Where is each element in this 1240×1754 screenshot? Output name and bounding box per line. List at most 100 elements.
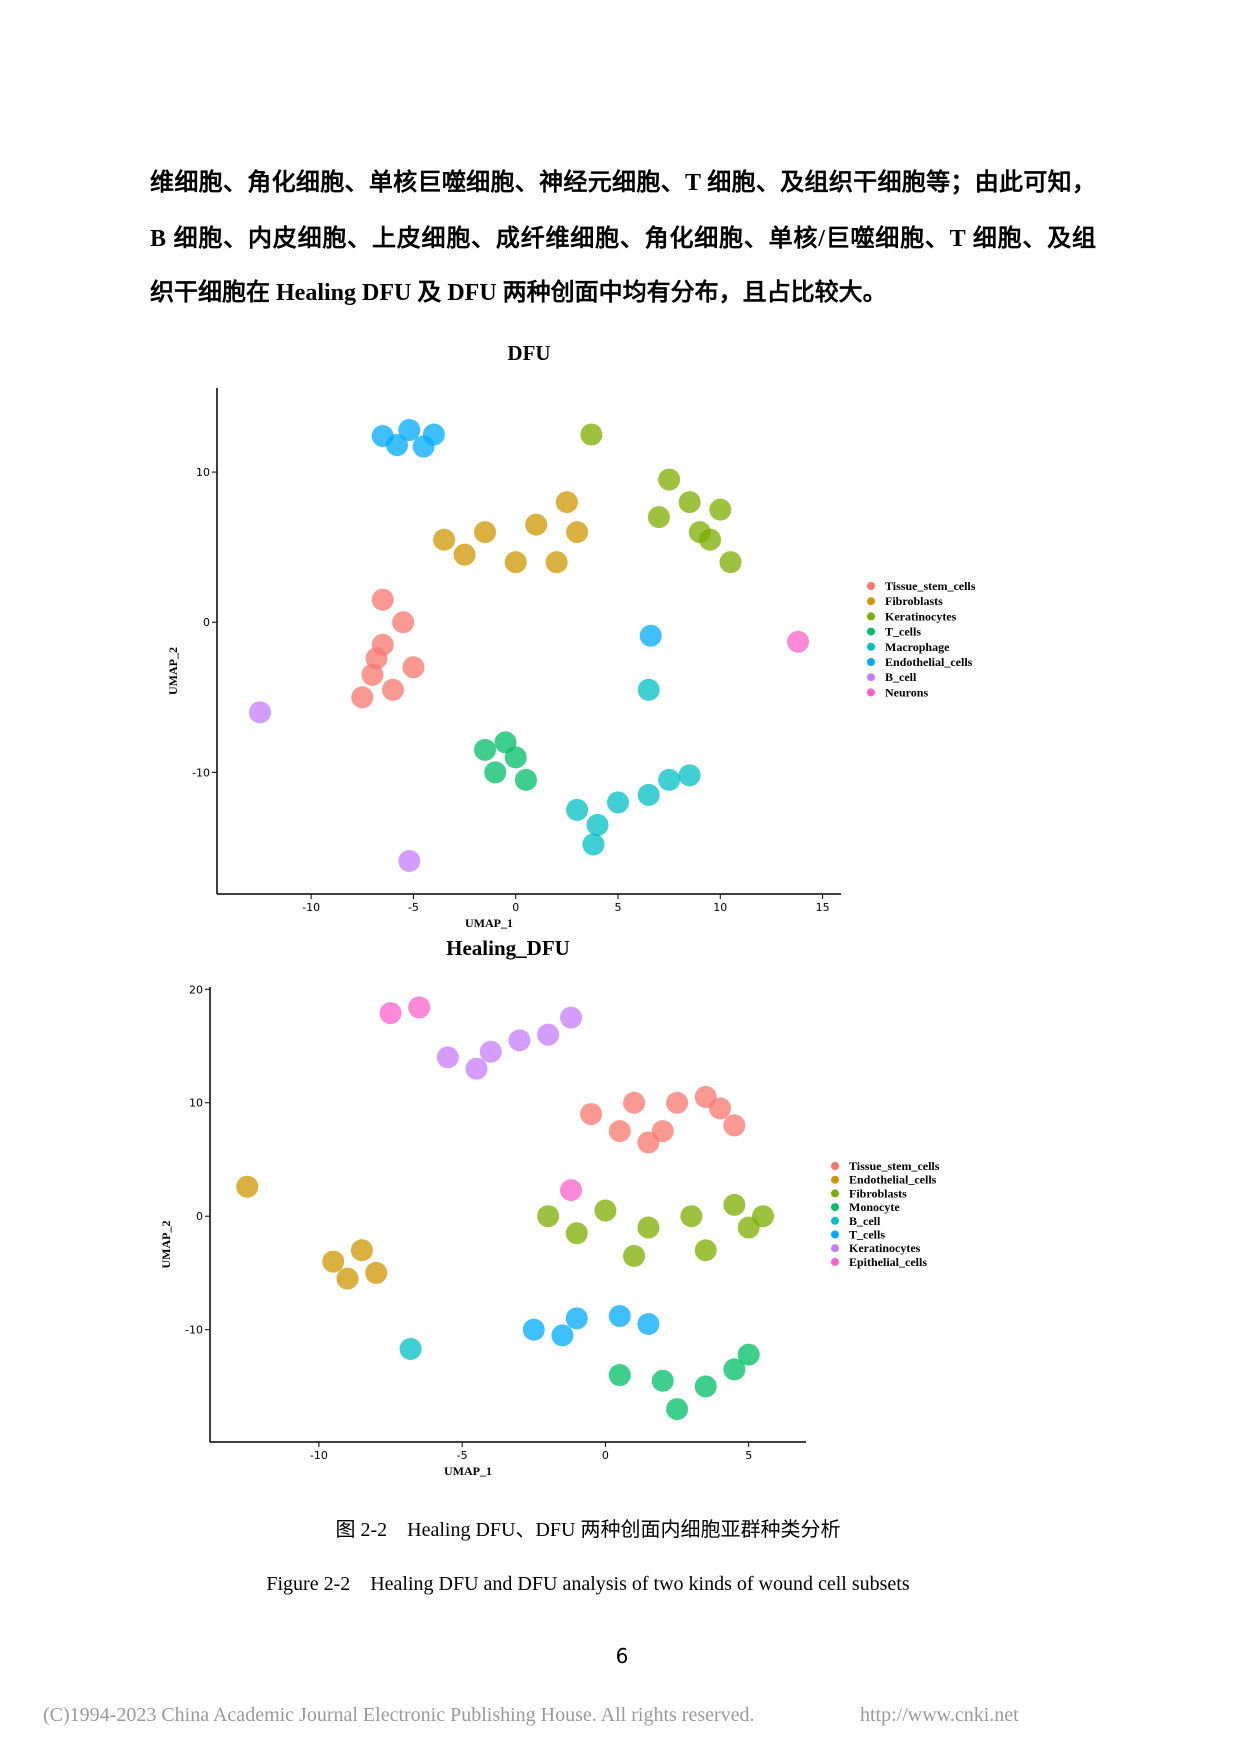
cell-cluster-point	[586, 813, 609, 836]
cell-cluster-point	[465, 1057, 488, 1080]
cell-cluster-point	[608, 1120, 631, 1143]
legend-label: Endothelial_cells	[885, 655, 973, 669]
x-tick-label: -10	[310, 1449, 328, 1462]
cell-cluster-point	[565, 1222, 588, 1245]
cell-cluster-point	[494, 731, 517, 754]
paragraph-line: 维细胞、角化细胞、单核巨噬细胞、神经元细胞、T 细胞、及组织干细胞等；由此可知，	[150, 168, 1096, 196]
cell-cluster-point	[399, 1337, 422, 1360]
legend-label: Keratinocytes	[885, 609, 957, 623]
cell-cluster-point	[678, 764, 701, 787]
cell-cluster-point	[637, 783, 660, 806]
chart-title: Healing_DFU	[446, 936, 570, 960]
y-axis-label: UMAP_2	[166, 647, 180, 695]
cell-cluster-point	[453, 543, 476, 566]
x-axis-label: UMAP_1	[465, 916, 513, 930]
y-tick-label: -10	[192, 766, 210, 779]
cell-cluster-point	[608, 1305, 631, 1328]
cell-cluster-point	[694, 1375, 717, 1398]
cell-cluster-point	[606, 791, 629, 814]
cell-cluster-point	[398, 419, 421, 442]
cell-cluster-point	[248, 701, 271, 724]
cell-cluster-point	[484, 761, 507, 784]
legend-swatch	[867, 673, 875, 682]
cell-cluster-point	[537, 1205, 560, 1228]
cell-cluster-point	[402, 656, 425, 679]
legend-label: T_cells	[849, 1228, 885, 1242]
cell-cluster-point	[594, 1199, 617, 1222]
x-tick-label: -5	[408, 901, 419, 914]
cell-cluster-point	[560, 1179, 583, 1202]
cell-cluster-point	[699, 528, 722, 551]
legend-swatch	[831, 1257, 839, 1266]
legend-label: Tissue_stem_cells	[885, 579, 976, 593]
cell-cluster-point	[381, 678, 404, 701]
cell-cluster-point	[666, 1398, 689, 1421]
cell-cluster-point	[647, 506, 670, 529]
cell-cluster-point	[723, 1114, 746, 1137]
cell-cluster-point	[555, 491, 578, 514]
legend-label: Endothelial_cells	[849, 1173, 937, 1187]
legend-label: Monocyte	[849, 1200, 900, 1214]
cell-cluster-point	[474, 521, 497, 544]
x-tick-label: 5	[614, 901, 621, 914]
paragraph-line: 织干细胞在 Healing DFU 及 DFU 两种创面中均有分布，且占比较大。	[150, 278, 887, 306]
cell-cluster-point	[551, 1324, 574, 1347]
legend-label: B_cell	[849, 1214, 881, 1228]
legend-swatch	[867, 642, 875, 651]
cell-cluster-point	[637, 678, 660, 701]
cell-cluster-point	[236, 1175, 259, 1198]
cell-cluster-point	[565, 1307, 588, 1330]
legend-swatch	[867, 582, 875, 590]
cell-cluster-point	[436, 1046, 459, 1069]
legend-swatch	[831, 1216, 839, 1225]
legend-label: Macrophage	[885, 640, 950, 654]
cell-cluster-point	[723, 1358, 746, 1381]
legend-swatch	[867, 597, 875, 606]
legend-label: Epithelial_cells	[849, 1255, 927, 1269]
cell-cluster-point	[694, 1086, 717, 1109]
cell-cluster-point	[580, 423, 603, 446]
legend-swatch	[867, 658, 875, 666]
cell-cluster-point	[666, 1091, 689, 1114]
legend-swatch	[831, 1244, 839, 1253]
cell-cluster-point	[637, 1216, 660, 1239]
cell-cluster-point	[658, 768, 681, 791]
cell-cluster-point	[658, 468, 681, 491]
cell-cluster-point	[637, 1131, 660, 1154]
cell-cluster-point	[719, 551, 742, 574]
cell-cluster-point	[525, 513, 548, 536]
cell-cluster-point	[580, 1103, 603, 1126]
legend-swatch	[867, 688, 875, 697]
cell-cluster-point	[680, 1205, 703, 1228]
caption-en: Figure 2-2 Healing DFU and DFU analysis …	[266, 1573, 909, 1595]
caption-zh: 图 2-2 Healing DFU、DFU 两种创面内细胞亚群种类分析	[336, 1518, 841, 1541]
cell-cluster-point	[623, 1244, 646, 1267]
cell-cluster-point	[479, 1040, 502, 1063]
cell-cluster-point	[392, 611, 415, 634]
cell-cluster-point	[398, 849, 421, 872]
legend-label: Neurons	[885, 685, 928, 699]
cell-cluster-point	[365, 1261, 388, 1284]
paragraph-line: B 细胞、内皮细胞、上皮细胞、成纤维细胞、角化细胞、单核/巨噬细胞、T 细胞、及…	[150, 224, 1096, 252]
cell-cluster-point	[723, 1193, 746, 1216]
y-tick-label: 10	[189, 1097, 203, 1110]
cell-cluster-point	[651, 1369, 674, 1392]
legend-swatch	[831, 1162, 839, 1170]
legend-label: Keratinocytes	[849, 1241, 921, 1255]
cell-cluster-point	[560, 1006, 583, 1029]
cell-cluster-point	[350, 1239, 373, 1262]
cell-cluster-point	[637, 1312, 660, 1335]
y-tick-label: 0	[196, 1210, 203, 1223]
legend-label: B_cell	[885, 670, 917, 684]
cell-cluster-point	[336, 1267, 359, 1290]
x-axis-label: UMAP_1	[444, 1464, 492, 1478]
legend-swatch	[867, 612, 875, 621]
cell-cluster-point	[566, 798, 589, 821]
legend-label: T_cells	[885, 625, 921, 639]
cell-cluster-point	[322, 1250, 345, 1273]
cell-cluster-point	[694, 1239, 717, 1262]
y-axis-label: UMAP_2	[159, 1221, 173, 1269]
cell-cluster-point	[639, 624, 662, 647]
x-tick-label: 0	[602, 1449, 609, 1462]
